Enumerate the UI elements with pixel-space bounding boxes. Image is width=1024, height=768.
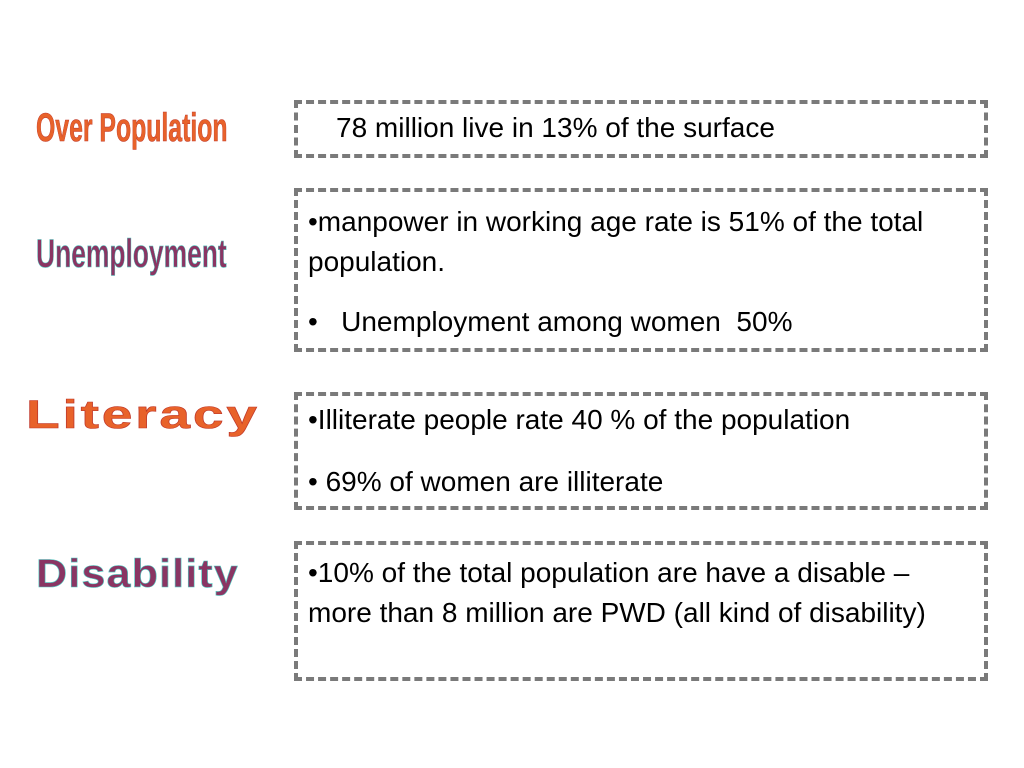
label-literacy: Literacy <box>26 393 260 438</box>
label-unemployment: Unemployment <box>36 232 227 277</box>
box-over-population: 78 million live in 13% of the surface <box>294 100 988 158</box>
box-text: •manpower in working age rate is 51% of … <box>308 206 924 277</box>
label-disability: Disability <box>36 552 239 597</box>
box-text: 78 million live in 13% of the surface <box>336 112 775 143</box>
box-text: • Unemployment among women 50% <box>308 306 793 337</box>
box-disability: •10% of the total population are have a … <box>294 541 988 681</box>
box-text: • 69% of women are illiterate <box>308 466 664 497</box>
box-literacy: •Illiterate people rate 40 % of the popu… <box>294 392 988 510</box>
box-unemployment: •manpower in working age rate is 51% of … <box>294 188 988 352</box>
box-text: •10% of the total population are have a … <box>308 557 926 628</box>
label-over-population: Over Population <box>36 106 228 151</box>
box-text: •Illiterate people rate 40 % of the popu… <box>308 404 851 435</box>
